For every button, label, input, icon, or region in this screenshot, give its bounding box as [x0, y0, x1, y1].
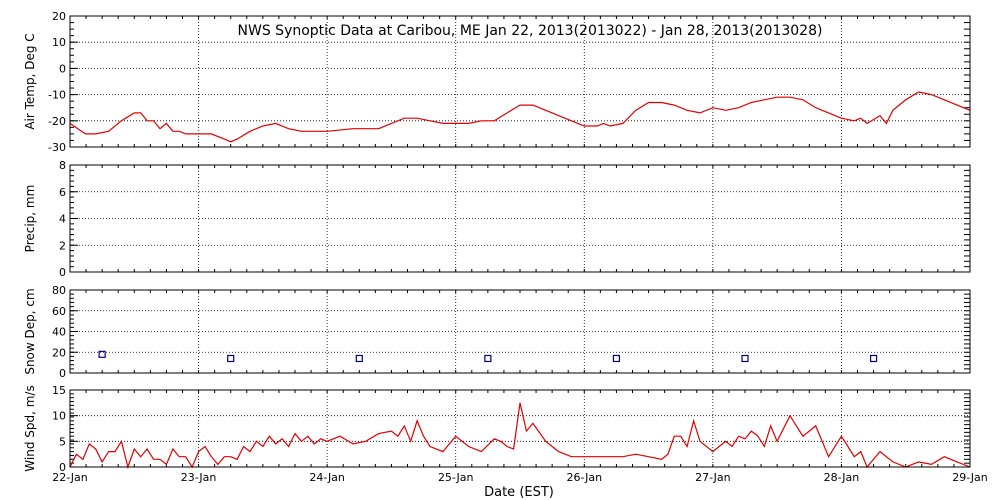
panel-precip: 8 6 4 2 0 Precip, mm: [23, 159, 971, 279]
y-tick-label: 2: [59, 239, 66, 252]
panel-frame: [69, 389, 971, 468]
panel-frame: [69, 289, 971, 374]
snow-depth-marker: [98, 350, 106, 358]
y-axis-label-precip: Precip, mm: [23, 185, 37, 253]
y-tick-label: 40: [52, 326, 66, 339]
x-tick-label: 24-Jan: [309, 471, 345, 484]
y-axis-label-snow-depth: Snow Dep, cm: [23, 288, 37, 374]
x-tick-label: 22-Jan: [52, 471, 88, 484]
y-tick-label: -10: [48, 89, 66, 102]
panel-frame: [69, 164, 971, 273]
y-tick-label: -30: [48, 141, 66, 154]
series-line-wind-speed: [69, 402, 971, 470]
panel-wind-speed: 15 10 5 0 Wind Spd, m/s 22-Jan 23-Jan 24-Jan 25-…: [23, 384, 988, 484]
y-tick-label: 0: [59, 62, 66, 75]
x-tick-label: 25-Jan: [438, 471, 474, 484]
y-tick-label: 80: [52, 284, 66, 297]
y-tick-label: 0: [59, 461, 66, 474]
snow-depth-marker: [612, 354, 621, 363]
x-tick-label: 26-Jan: [567, 471, 603, 484]
y-tick-label: 10: [52, 410, 66, 423]
y-axis-label-air-temp: Air Temp, Deg C: [23, 33, 37, 129]
x-axis-label: Date (EST): [484, 485, 554, 500]
y-tick-label: -20: [48, 115, 66, 128]
y-tick-label: 10: [52, 36, 66, 49]
snow-depth-marker: [355, 354, 363, 363]
x-tick-label: 23-Jan: [181, 471, 217, 484]
snow-depth-marker: [484, 354, 492, 363]
panel-air-temp: 20 10 0 -10 -20 -30 Air Temp, Deg C: [23, 10, 971, 154]
x-tick-label: 27-Jan: [695, 471, 731, 484]
y-tick-label: 0: [59, 367, 66, 380]
y-tick-label: 20: [52, 10, 66, 23]
y-tick-label: 8: [59, 159, 66, 172]
panel-frame: [69, 15, 971, 148]
y-tick-label: 60: [52, 305, 66, 318]
snow-depth-marker: [869, 354, 878, 363]
snow-depth-marker: [227, 354, 235, 363]
y-tick-label: 15: [52, 384, 66, 397]
panel-snow-depth: 80 60 40 20 0 Snow Dep, cm: [23, 284, 971, 380]
y-tick-label: 5: [59, 435, 66, 448]
y-tick-label: 20: [52, 346, 66, 359]
y-axis-label-wind-speed: Wind Spd, m/s: [23, 385, 37, 471]
snow-depth-marker: [741, 354, 749, 363]
y-tick-label: 6: [59, 186, 66, 199]
y-tick-label: 0: [59, 266, 66, 279]
chart-title: NWS Synoptic Data at Caribou, ME Jan 22,…: [238, 23, 823, 39]
y-tick-label: 4: [59, 213, 66, 226]
x-tick-label: 29-Jan: [952, 471, 988, 484]
x-tick-label: 28-Jan: [824, 471, 860, 484]
series-line-air-temp: [69, 91, 971, 143]
